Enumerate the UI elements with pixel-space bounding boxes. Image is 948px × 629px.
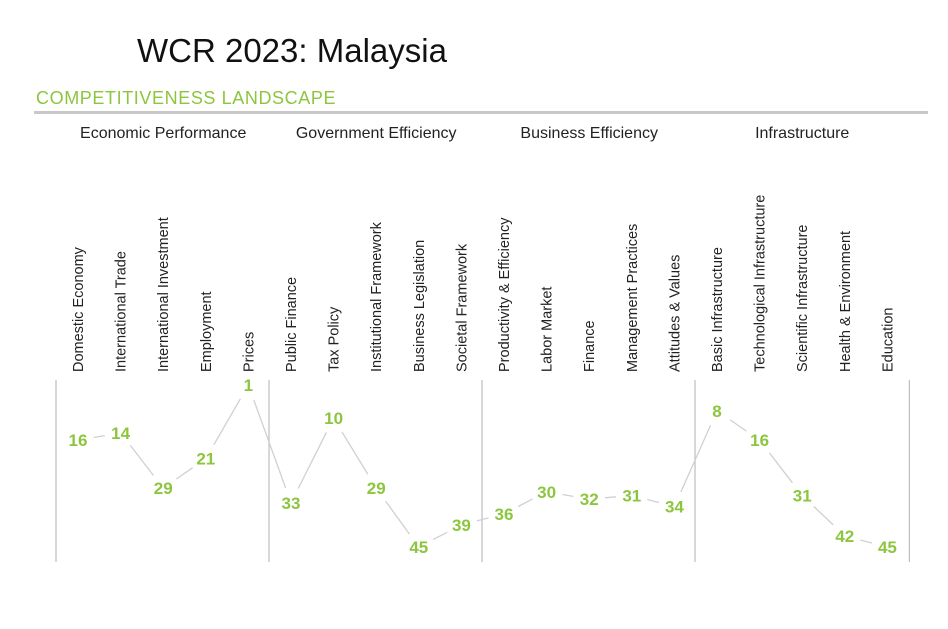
subfactor-label-attitudes-and-values: Attitudes & Values (667, 255, 683, 372)
subfactor-label-education: Education (880, 308, 896, 373)
factor-heading-economic-performance: Economic Performance (80, 125, 246, 142)
subfactor-labels: Domestic Economy International Trade Inter… (71, 195, 896, 372)
page-title: WCR 2023: Malaysia (137, 32, 447, 69)
group-dividers (55, 380, 911, 562)
subfactor-label-societal-framework: Societal Framework (454, 243, 470, 372)
subfactor-label-labor-market: Labor Market (540, 287, 556, 372)
rank-international-investment: 29 (154, 479, 173, 498)
factor-heading-business-efficiency: Business Efficiency (520, 125, 658, 142)
subfactor-label-scientific-infrastructure: Scientific Infrastructure (795, 225, 811, 372)
header-rule (34, 111, 928, 114)
connector-segment (213, 398, 241, 446)
factor-headings: Economic Performance Government Efficienc… (80, 125, 849, 142)
rank-domestic-economy: 16 (69, 431, 88, 450)
rank-productivity-and-efficiency: 36 (495, 505, 514, 524)
subfactor-label-basic-infrastructure: Basic Infrastructure (710, 247, 726, 372)
connector-segment (768, 452, 793, 484)
connector-segment (432, 531, 448, 541)
factor-heading-government-efficiency: Government Efficiency (296, 125, 457, 142)
subfactor-label-domestic-economy: Domestic Economy (71, 246, 87, 372)
subfactor-label-institutional-framework: Institutional Framework (369, 221, 385, 372)
rank-basic-infrastructure: 8 (712, 402, 721, 421)
subfactor-label-public-finance: Public Finance (284, 277, 300, 372)
rank-attitudes-and-values: 34 (665, 498, 684, 517)
connector-segment (680, 425, 712, 493)
connector-segment (341, 431, 369, 475)
connector-segment (129, 445, 154, 476)
connector-lines (93, 398, 873, 544)
rank-societal-framework: 39 (452, 516, 471, 535)
connector-segment (813, 506, 834, 526)
rank-technological-infrastructure: 16 (750, 431, 769, 450)
rank-prices: 1 (244, 376, 253, 395)
subfactor-label-international-trade: International Trade (114, 251, 130, 372)
rank-labor-market: 30 (537, 483, 556, 502)
subfactor-label-health-and-environment: Health & Environment (838, 231, 854, 372)
rank-employment: 21 (196, 450, 215, 469)
connector-segment (93, 434, 105, 439)
rank-health-and-environment: 42 (835, 527, 854, 546)
rank-institutional-framework: 29 (367, 479, 386, 498)
section-subtitle: COMPETITIVENESS LANDSCAPE (36, 88, 337, 108)
rank-public-finance: 33 (282, 494, 301, 513)
factor-heading-infrastructure: Infrastructure (755, 125, 849, 142)
connector-segment (176, 467, 193, 480)
connector-segment (297, 432, 327, 489)
subfactor-label-prices: Prices (241, 332, 257, 372)
connector-segment (517, 498, 533, 508)
connector-segment (605, 496, 616, 499)
connector-segment (860, 539, 873, 544)
rank-tax-policy: 10 (324, 409, 343, 428)
subfactor-label-finance: Finance (582, 320, 598, 372)
rank-education: 45 (878, 538, 897, 557)
subfactor-label-technological-infrastructure: Technological Infrastructure (753, 195, 769, 372)
subfactor-label-business-legislation: Business Legislation (412, 240, 428, 372)
connector-segment (647, 498, 660, 504)
rank-scientific-infrastructure: 31 (793, 487, 812, 506)
subfactor-label-management-practices: Management Practices (625, 224, 641, 372)
subfactor-label-productivity-and-efficiency: Productivity & Efficiency (497, 217, 513, 372)
subfactor-label-employment: Employment (199, 291, 215, 372)
rank-labels: 16 14 29 21 1 33 10 29 45 39 36 30 32 31 34 8 16 31 42 45 (69, 376, 897, 557)
rank-business-legislation: 45 (409, 538, 428, 557)
connector-segment (253, 399, 287, 489)
connector-segment (385, 500, 410, 535)
rank-finance: 32 (580, 490, 599, 509)
connector-segment (476, 517, 489, 522)
subfactor-label-tax-policy: Tax Policy (327, 306, 343, 372)
connector-segment (729, 419, 747, 432)
subfactor-label-international-investment: International Investment (156, 217, 172, 372)
rank-international-trade: 14 (111, 424, 130, 443)
rank-management-practices: 31 (622, 487, 641, 506)
connector-segment (562, 493, 574, 498)
